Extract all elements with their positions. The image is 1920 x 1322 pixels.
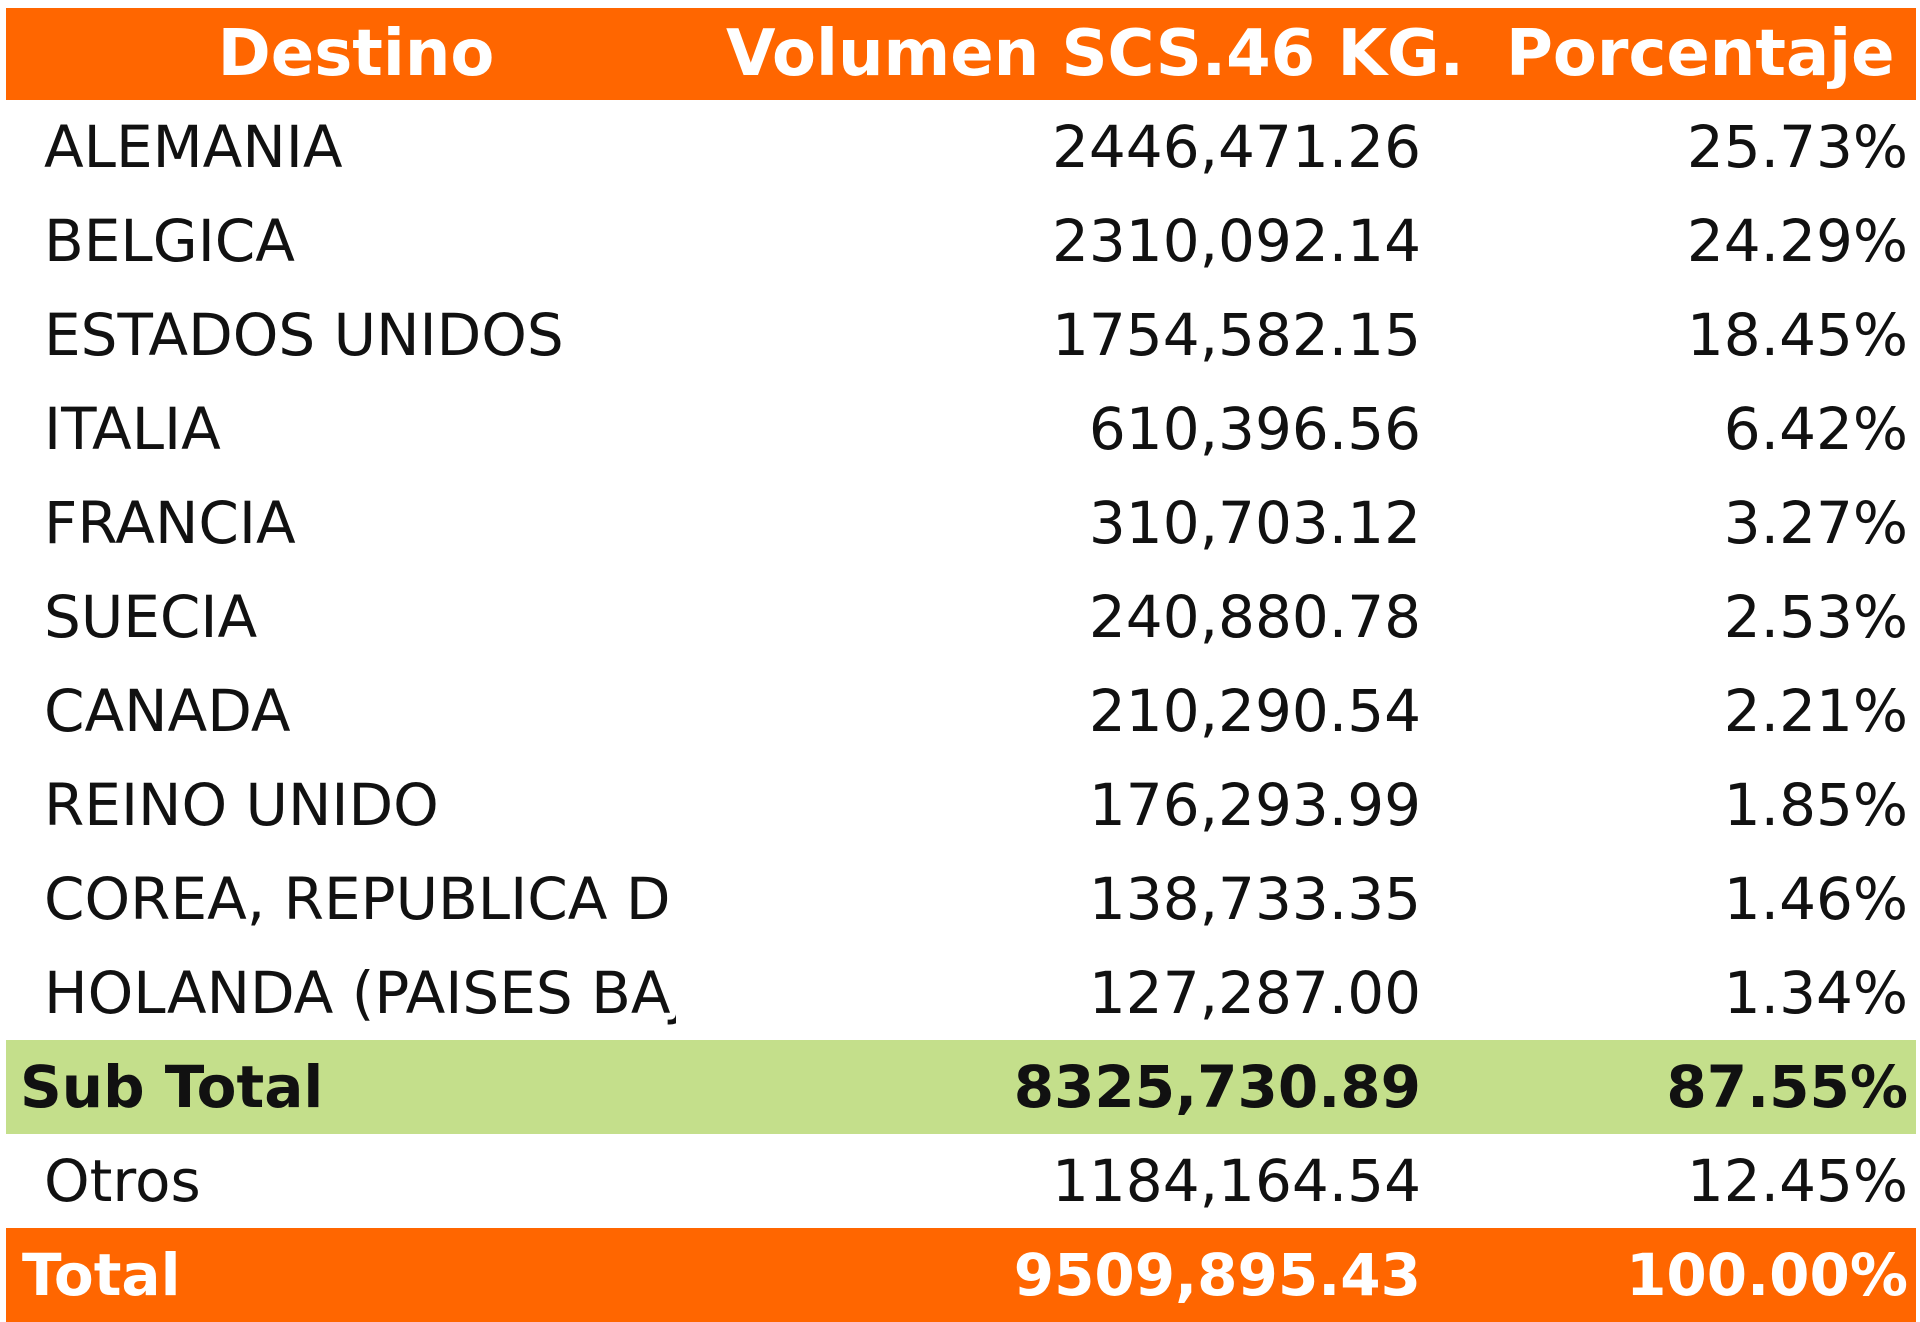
subtotal-porcentaje: 87.55% — [1666, 1053, 1908, 1121]
row-destino: ESTADOS UNIDOS — [44, 301, 564, 369]
row-volumen: 2446,471.26 — [1052, 113, 1421, 181]
row-volumen: 310,703.12 — [1088, 489, 1421, 557]
row-volumen: 1754,582.15 — [1052, 301, 1421, 369]
row-porcentaje: 24.29% — [1686, 207, 1908, 275]
otros-row: Otros 1184,164.54 12.45% — [6, 1134, 1916, 1228]
row-porcentaje: 25.73% — [1686, 113, 1908, 181]
row-destino: SUECIA — [44, 583, 258, 651]
subtotal-volumen: 8325,730.89 — [1013, 1053, 1421, 1121]
table-row: ESTADOS UNIDOS 1754,582.15 18.45% — [6, 288, 1916, 382]
table-row: COREA, REPUBLICA DE 138,733.35 1.46% — [6, 852, 1916, 946]
row-volumen: 2310,092.14 — [1052, 207, 1421, 275]
otros-porcentaje: 12.45% — [1686, 1147, 1908, 1215]
row-volumen: 127,287.00 — [1088, 959, 1421, 1027]
header-volumen: Volumen SCS.46 KG. — [726, 17, 1464, 91]
row-porcentaje: 6.42% — [1723, 395, 1908, 463]
row-porcentaje: 1.34% — [1723, 959, 1908, 1027]
row-porcentaje: 3.27% — [1723, 489, 1908, 557]
total-row: Total 9509,895.43 100.00% — [6, 1228, 1916, 1322]
subtotal-row: Sub Total 8325,730.89 87.55% — [6, 1040, 1916, 1134]
total-label: Total — [22, 1241, 181, 1309]
table-row: CANADA 210,290.54 2.21% — [6, 664, 1916, 758]
total-volumen: 9509,895.43 — [1013, 1241, 1421, 1309]
row-porcentaje: 2.21% — [1723, 677, 1908, 745]
table-row: SUECIA 240,880.78 2.53% — [6, 570, 1916, 664]
table-header-row: Destino Volumen SCS.46 KG. Porcentaje — [6, 8, 1916, 100]
row-volumen: 240,880.78 — [1088, 583, 1421, 651]
header-porcentaje: Porcentaje — [1506, 17, 1895, 91]
row-volumen: 610,396.56 — [1088, 395, 1421, 463]
row-destino: BELGICA — [44, 207, 295, 275]
otros-volumen: 1184,164.54 — [1052, 1147, 1421, 1215]
destination-volume-table: Destino Volumen SCS.46 KG. Porcentaje AL… — [6, 8, 1916, 1322]
row-destino: CANADA — [44, 677, 291, 745]
row-volumen: 210,290.54 — [1088, 677, 1421, 745]
row-porcentaje: 1.85% — [1723, 771, 1908, 839]
otros-label: Otros — [44, 1147, 201, 1215]
table-row: ALEMANIA 2446,471.26 25.73% — [6, 100, 1916, 194]
subtotal-label: Sub Total — [20, 1053, 324, 1121]
table-row: ITALIA 610,396.56 6.42% — [6, 382, 1916, 476]
header-destino: Destino — [217, 17, 495, 91]
row-porcentaje: 2.53% — [1723, 583, 1908, 651]
row-volumen: 138,733.35 — [1088, 865, 1421, 933]
table-row: BELGICA 2310,092.14 24.29% — [6, 194, 1916, 288]
row-destino: COREA, REPUBLICA DE — [44, 865, 676, 933]
table-row: HOLANDA (PAISES BAJ 127,287.00 1.34% — [6, 946, 1916, 1040]
table-row: FRANCIA 310,703.12 3.27% — [6, 476, 1916, 570]
row-porcentaje: 18.45% — [1686, 301, 1908, 369]
row-destino: ITALIA — [44, 395, 221, 463]
row-destino: FRANCIA — [44, 489, 296, 557]
row-destino: HOLANDA (PAISES BAJ — [44, 959, 676, 1027]
table-row: REINO UNIDO 176,293.99 1.85% — [6, 758, 1916, 852]
row-destino: ALEMANIA — [44, 113, 343, 181]
total-porcentaje: 100.00% — [1626, 1241, 1908, 1309]
row-volumen: 176,293.99 — [1088, 771, 1421, 839]
row-porcentaje: 1.46% — [1723, 865, 1908, 933]
row-destino: REINO UNIDO — [44, 771, 439, 839]
